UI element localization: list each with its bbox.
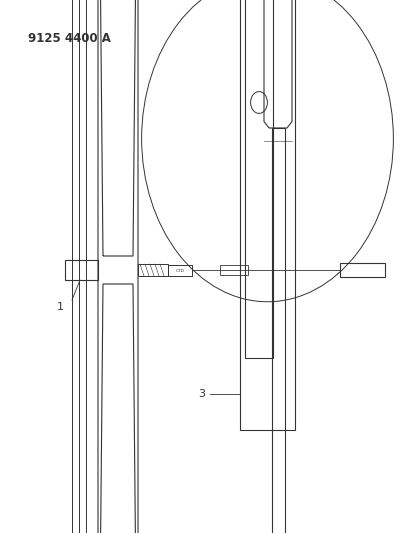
Text: CTD: CTD	[175, 269, 185, 272]
Text: 9125 4400 A: 9125 4400 A	[28, 32, 111, 45]
Bar	[168, 265, 192, 276]
Bar	[138, 264, 168, 276]
Bar	[220, 265, 248, 275]
Bar	[340, 263, 385, 277]
Bar	[65, 260, 98, 280]
Text: 1: 1	[56, 302, 64, 312]
Text: 3: 3	[199, 389, 206, 399]
Bar	[272, 128, 284, 533]
